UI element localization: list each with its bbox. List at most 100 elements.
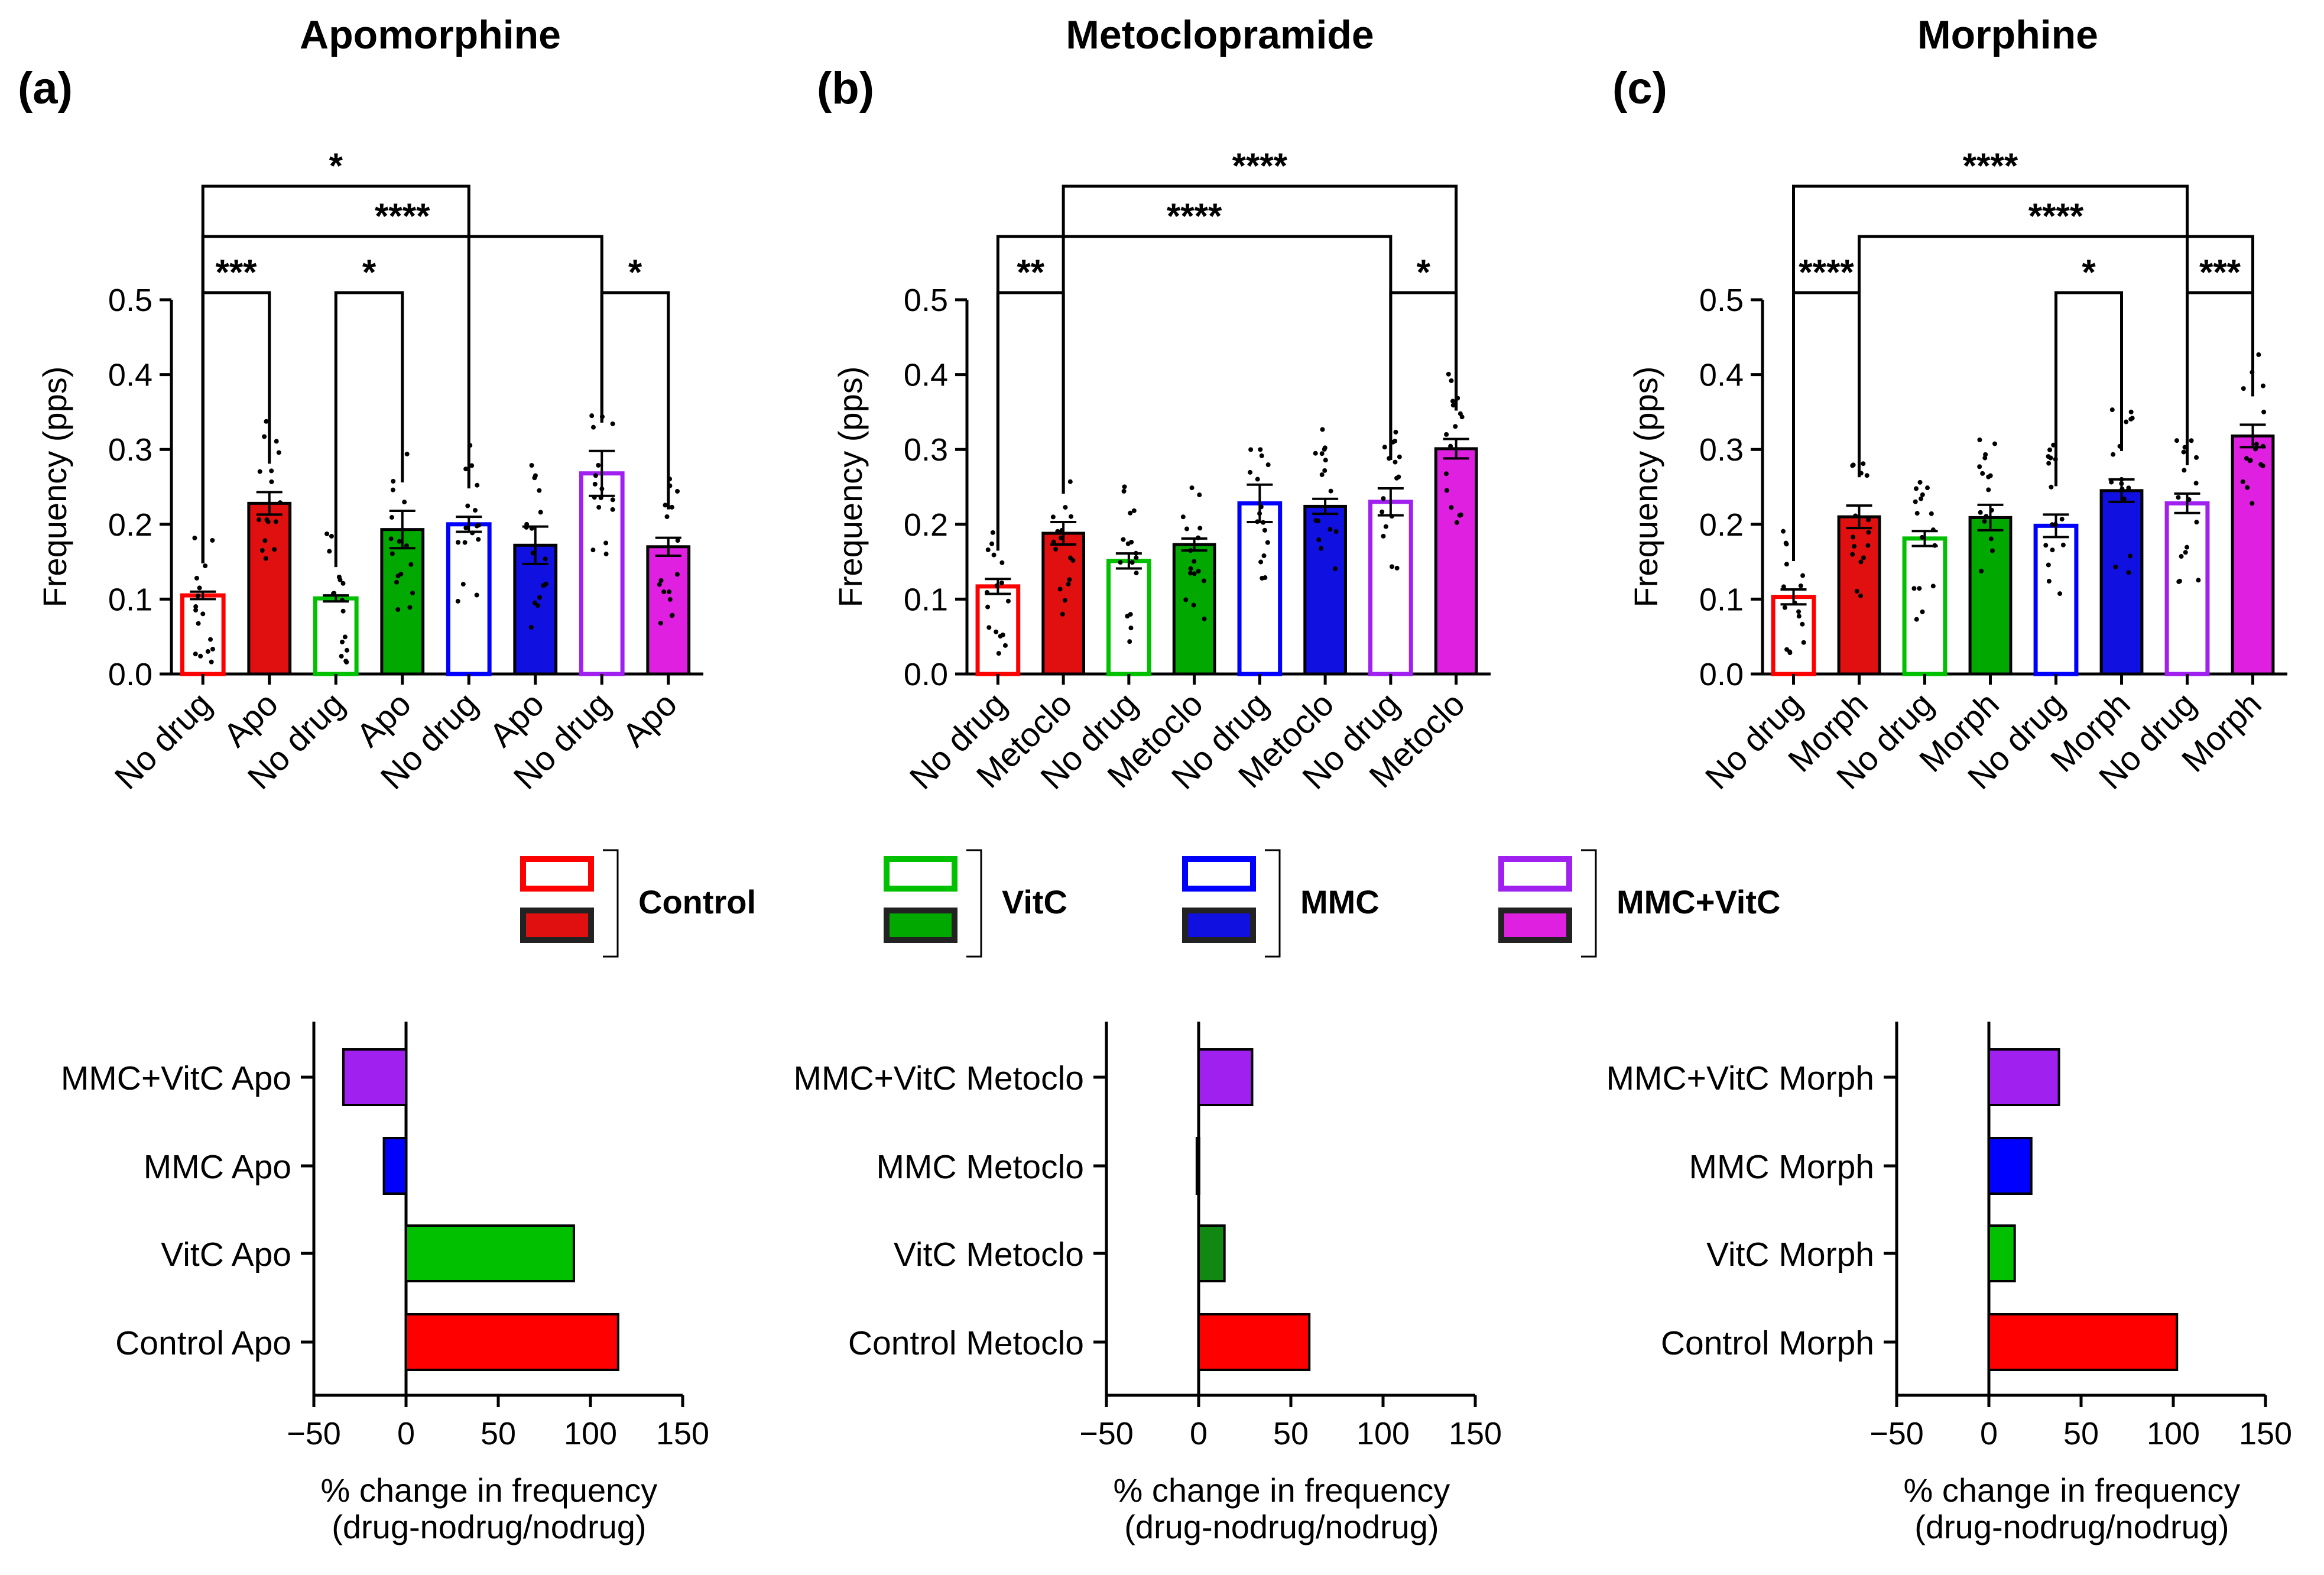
data-point [2124,419,2129,424]
data-point [2189,438,2194,443]
data-point [1265,462,1271,468]
data-point [1917,586,1922,591]
y-axis-label: Frequency (pps) [1627,367,1664,608]
data-point [210,646,215,652]
data-point [1449,378,1454,383]
data-point [596,463,601,468]
bar-panel-2: (b) Metoclopramide Frequency (pps) 0.0 0.1 0.… [817,12,1491,797]
data-point [675,538,680,543]
hbar [1197,1313,1311,1371]
data-point [2046,562,2051,568]
data-point [996,651,1001,656]
data-point [1919,496,1924,501]
bar [1237,501,1283,676]
panel-title: Morphine [1917,12,2098,57]
data-point [410,591,416,596]
significance-bracket [1792,184,2189,561]
data-point [1443,471,1449,477]
data-point [1122,484,1127,490]
y-tick-label: MMC+VitC Apo [61,1059,291,1097]
legend-swatch-filled [884,908,957,943]
data-point [1129,539,1134,545]
data-point [592,481,598,487]
bar [1303,504,1347,676]
bar [1902,536,1948,676]
data-point [1446,371,1451,377]
data-point [394,579,400,585]
data-point [2181,449,2186,455]
data-point [1066,582,1071,587]
data-point [2194,455,2199,460]
significance-label: * [1417,252,1431,292]
significance-label: **** [1963,146,2018,186]
data-point [2050,547,2055,553]
hbar [1195,1137,1200,1195]
data-point [999,580,1004,585]
data-point [667,597,673,602]
significance-bracket [996,235,1393,551]
data-point [1913,486,1919,491]
data-point [209,659,214,665]
data-point [1184,526,1190,532]
data-point [658,578,664,583]
x-tick-label: −50 [1079,1416,1134,1451]
x-axis-label: (drug-nodrug/nodrug) [332,1508,646,1545]
x-tick-label: Apo [615,685,684,754]
data-point [259,547,265,553]
data-point [264,419,269,424]
data-point [1058,535,1063,540]
data-point [596,505,602,510]
top-panels: (a) Apomorphine Frequency (pps) 0.0 0.1 0.2 0.… [18,12,2287,797]
data-point [194,575,199,581]
data-point [390,487,395,492]
data-point [2046,579,2052,584]
bar [2164,501,2210,676]
data-point [1183,597,1189,602]
data-point [469,463,475,468]
data-point [1068,555,1073,560]
data-point [1259,453,1264,458]
significance-label: **** [375,196,430,236]
data-point [1977,464,1982,469]
data-point [192,535,197,540]
data-point [1798,583,1803,588]
data-point [1982,455,1988,461]
data-point [1258,559,1264,565]
y-tick-label: 0.0 [904,657,948,692]
data-point [2049,484,2054,490]
x-tick-label: −50 [1869,1416,1924,1451]
panel-title: Metoclopramide [1066,12,1374,57]
bar [2231,434,2275,676]
data-point [1316,537,1322,543]
data-point [1444,432,1449,437]
significance-bracket [1858,235,2254,478]
data-point [2260,383,2265,388]
significance-label: **** [2028,196,2084,236]
data-point [1319,472,1325,477]
data-point [661,589,667,595]
panel-label: (a) [18,63,73,114]
y-tick-label: 0.5 [108,283,152,318]
x-tick-label: 100 [564,1416,617,1451]
legend-swatch-filled [1498,908,1572,943]
data-point [541,583,546,588]
legend-label: VitC [1002,883,1067,921]
significance-label: * [628,252,642,292]
y-tick-label: VitC Morph [1706,1236,1874,1273]
data-point [329,533,334,539]
data-point [1262,527,1267,533]
data-point [1328,488,1333,494]
data-point [455,598,460,604]
data-point [1261,553,1267,559]
data-point [1127,639,1132,644]
data-point [1192,559,1197,564]
data-point [1381,496,1386,501]
data-point [2176,579,2182,584]
hbar [1988,1313,2179,1371]
data-point [474,592,479,598]
data-point [1444,488,1449,493]
data-point [1988,536,1994,542]
data-point [1189,485,1195,491]
data-point [1920,609,1925,614]
data-point [1053,546,1059,552]
